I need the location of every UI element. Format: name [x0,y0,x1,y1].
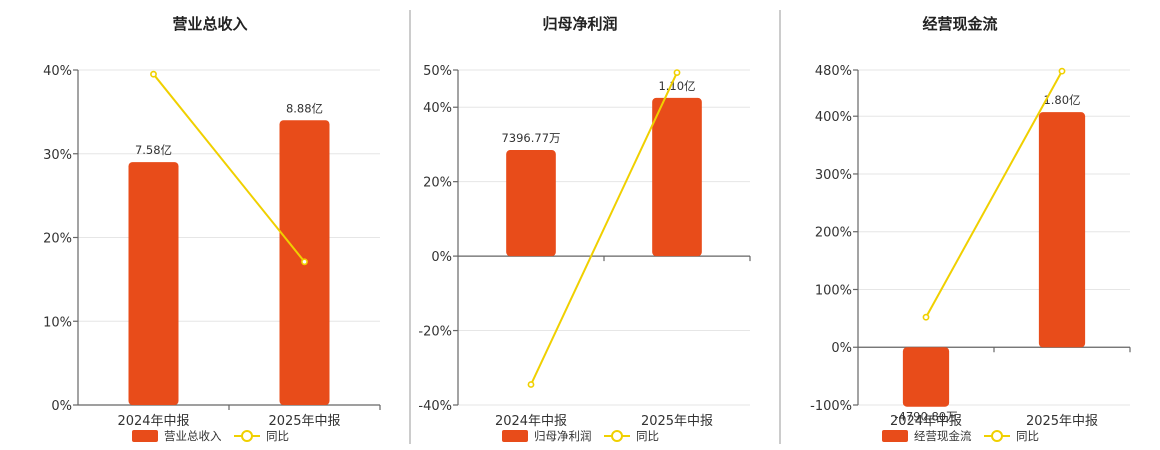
bar [128,162,179,405]
y-tick-label: -100% [810,399,852,414]
y-tick-label: 40% [423,101,452,116]
x-category-label: 2024年中报 [495,414,567,429]
yoy-point [1058,67,1066,75]
chart-title: 归母净利润 [542,15,617,33]
y-tick-label: 400% [815,110,852,125]
legend-bar-label: 经营现金流 [914,429,972,443]
legend-bar-label: 归母净利润 [534,429,592,443]
y-tick-label: 40% [43,64,72,79]
y-tick-label: 480% [815,64,852,79]
x-category-label: 2024年中报 [117,414,189,429]
bar-data-label: 1.10亿 [658,79,695,93]
y-tick-label: 0% [51,399,72,414]
yoy-point [301,258,308,266]
y-tick-label: 50% [423,64,452,79]
bar-data-label: 8.88亿 [286,101,323,115]
y-tick-label: 0% [431,250,452,265]
bar-data-label: 1.80亿 [1043,93,1080,107]
bar [1038,112,1086,348]
legend-line-marker [611,430,623,442]
y-tick-label: 30% [43,148,72,163]
y-tick-label: 20% [43,232,72,247]
bar-data-label: 7396.77万 [501,131,560,145]
bar [902,347,950,407]
bar [652,97,702,257]
yoy-point [673,69,681,77]
x-category-label: 2024年中报 [890,414,962,429]
legend-bar-label: 营业总收入 [164,429,222,443]
yoy-point [150,70,157,78]
y-tick-label: 20% [423,176,452,191]
y-tick-label: 300% [815,168,852,183]
x-category-label: 2025年中报 [268,414,340,429]
chart-title: 经营现金流 [922,15,997,33]
legend-line-label: 同比 [266,429,289,443]
y-tick-label: 200% [815,226,852,241]
yoy-line [530,72,678,385]
legend-line-marker [991,430,1003,442]
legend-bar-swatch [132,430,158,442]
yoy-line [925,70,1063,318]
yoy-point [922,313,930,321]
y-tick-label: -40% [418,399,452,414]
y-tick-label: 10% [43,315,72,330]
chart-panel-2: 归母净利润 -40% -20% 0% 20% 40% 50% 2024年中报 2025年中报 73… [418,15,751,443]
chart-title: 营业总收入 [172,15,247,33]
bar [506,150,556,257]
y-tick-label: 0% [831,341,852,356]
bar-data-label: -4790.80万 [894,410,957,424]
legend-line-label: 同比 [1016,429,1039,443]
legend-bar-swatch [502,430,528,442]
chart-panel-1: 营业总收入 0% 10% 20% 30% 40% 2024年中报 2025年中报 7.58亿 8.… [43,15,381,443]
yoy-point [527,381,535,388]
chart-panel-3: 经营现金流 -100% 0% 100% 200% 300% 400% 480% 2024年中报 2… [810,15,1131,443]
bar-data-label: 7.58亿 [135,143,172,157]
y-tick-label: -20% [418,325,452,340]
legend-line-marker [241,430,253,442]
yoy-line [152,73,306,263]
y-tick-label: 100% [815,283,852,298]
legend-line-label: 同比 [636,429,659,443]
x-category-label: 2025年中报 [1026,414,1098,429]
x-category-label: 2025年中报 [641,414,713,429]
legend-bar-swatch [882,430,908,442]
